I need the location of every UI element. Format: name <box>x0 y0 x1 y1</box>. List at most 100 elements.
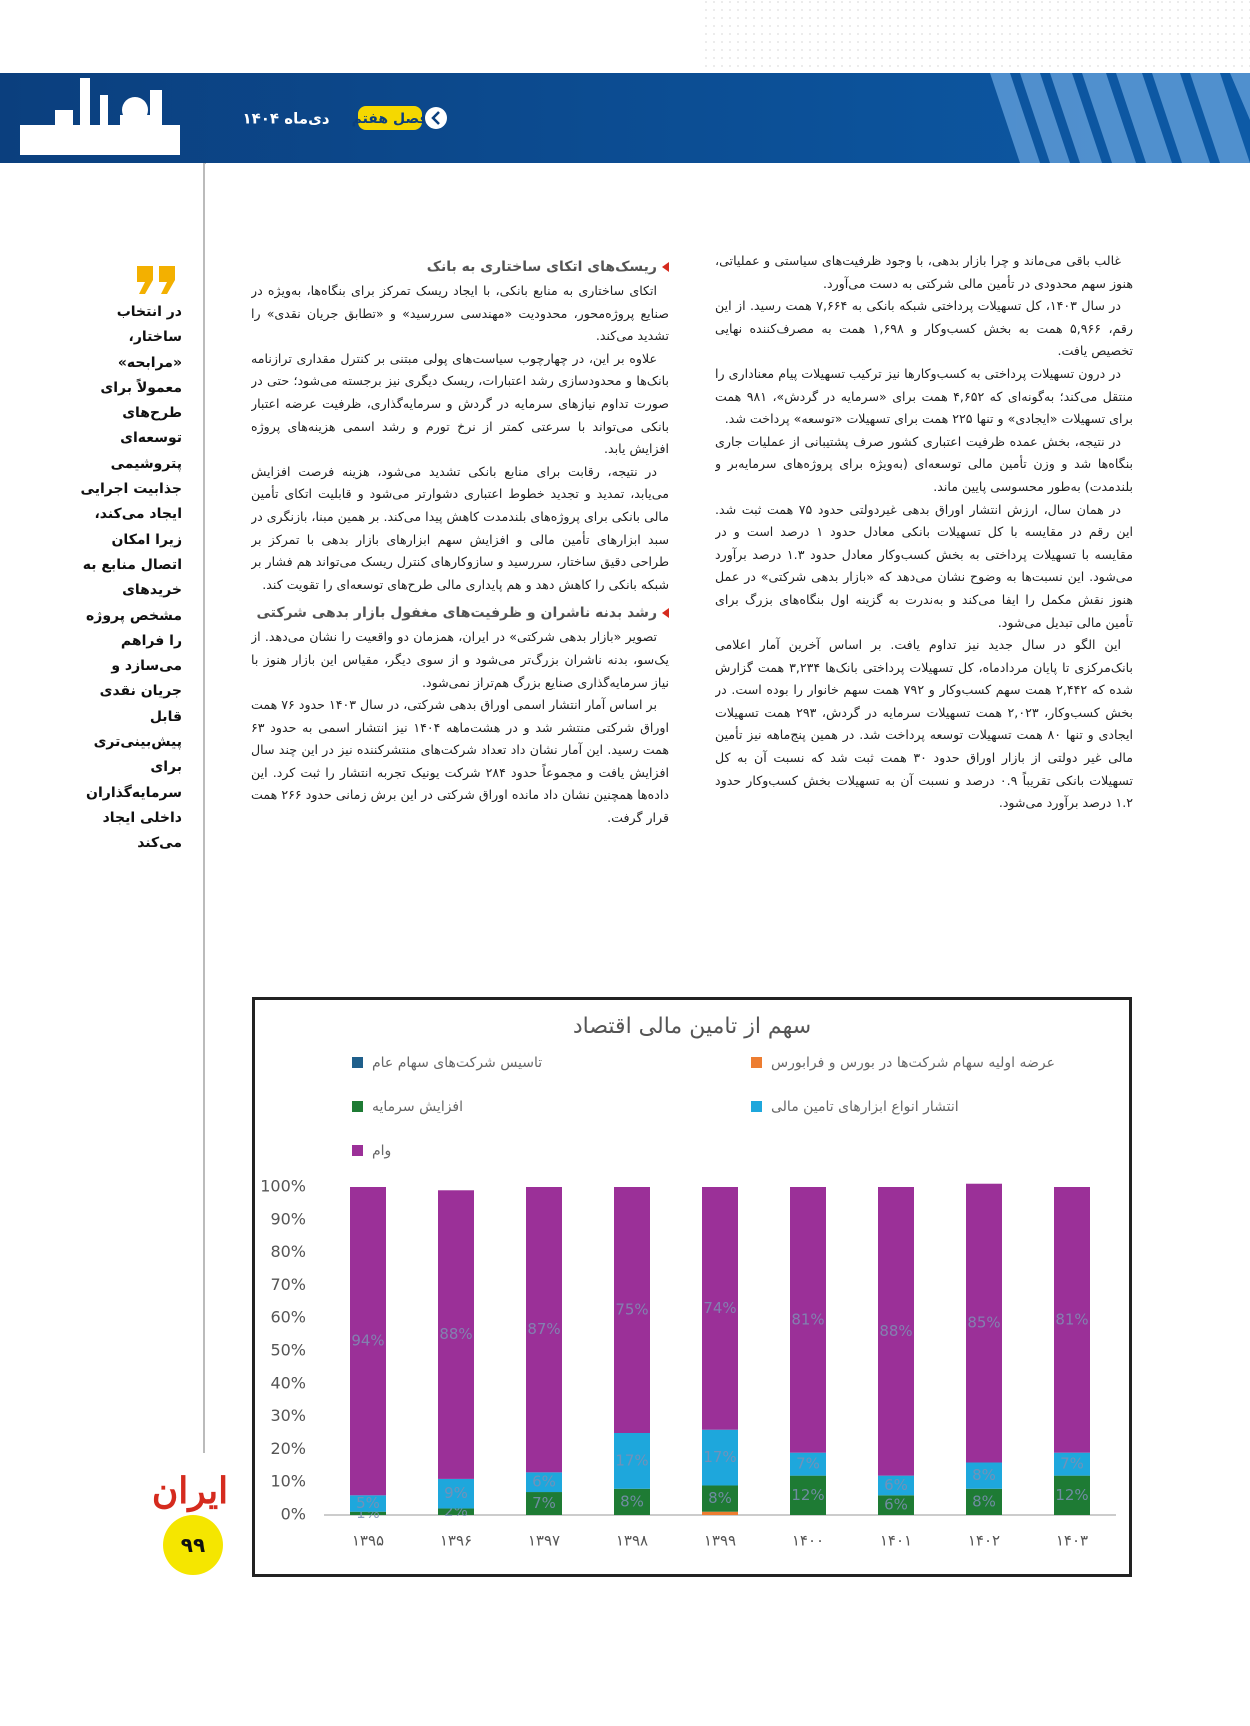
y-tick-label: 100% <box>260 1177 306 1196</box>
bar-segment <box>966 1462 1002 1489</box>
bar-segment <box>438 1190 474 1479</box>
y-tick-label: 80% <box>270 1242 306 1261</box>
x-tick-label: ۱۳۹۶ <box>440 1532 472 1550</box>
x-tick-label: ۱۳۹۸ <box>616 1532 648 1550</box>
legend-swatch <box>751 1057 762 1068</box>
data-label: 8% <box>972 1492 996 1510</box>
bar-segment <box>350 1495 386 1512</box>
legend-swatch <box>751 1101 762 1112</box>
data-label: 94% <box>351 1332 384 1350</box>
bar-segment <box>350 1511 386 1515</box>
data-label: 8% <box>708 1489 732 1507</box>
right-column: غالب باقی می‌ماند و چرا بازار بدهی، با و… <box>715 250 1133 990</box>
chevron <box>431 111 440 125</box>
x-tick-label: ۱۴۰۲ <box>968 1532 1000 1550</box>
x-tick-label: ۱۳۹۹ <box>704 1532 736 1550</box>
y-tick-label: 0% <box>281 1505 306 1524</box>
chevron-button <box>425 107 447 129</box>
x-tick-label: ۱۴۰۱ <box>880 1532 912 1550</box>
y-tick-label: 70% <box>270 1275 306 1294</box>
data-label: 17% <box>615 1451 648 1469</box>
data-label: 6% <box>884 1496 908 1514</box>
bar-segment <box>614 1488 650 1515</box>
data-label: 9% <box>444 1484 468 1502</box>
bar-segment <box>702 1485 738 1512</box>
bar-segment <box>438 1508 474 1515</box>
data-label: 81% <box>791 1310 824 1328</box>
bar-segment <box>614 1187 650 1433</box>
data-label: 12% <box>791 1486 824 1504</box>
section-pill <box>358 106 422 130</box>
chart: سهم از تامین مالی اقتصاد تاسیس شرکت‌های … <box>252 997 1132 1577</box>
data-label: 7% <box>532 1494 556 1512</box>
header-stripes <box>990 73 1250 163</box>
paragraph: بر اساس آمار انتشار اسمی اوراق بدهی شرکت… <box>251 697 669 826</box>
bar-segment <box>702 1511 738 1515</box>
bar-segment <box>966 1488 1002 1515</box>
bar-segment <box>438 1478 474 1509</box>
section-heading: رشد بدنه ناشران و ظرفیت‌های مغفول بازار … <box>251 602 669 624</box>
section-label: فصل هفتم <box>352 111 429 127</box>
paragraph: اتکای ساختاری به منابع بانکی، با ایجاد ر… <box>251 283 669 344</box>
y-tick-label: 50% <box>270 1341 306 1360</box>
bar-segment <box>350 1187 386 1496</box>
bar-segment <box>790 1187 826 1453</box>
data-label: 88% <box>439 1325 472 1343</box>
data-label: 5% <box>356 1494 380 1512</box>
page-number: ۹۹ <box>163 1515 223 1575</box>
x-tick-label: ۱۳۹۷ <box>528 1532 560 1550</box>
legend-swatch <box>352 1145 363 1156</box>
legend-swatch <box>352 1057 363 1068</box>
paragraph: در همان سال، ارزش انتشار اوراق بدهی غیرد… <box>715 501 1133 630</box>
bar-segment <box>1054 1475 1090 1515</box>
bar-segment <box>614 1433 650 1489</box>
bar-segment <box>878 1187 914 1476</box>
data-label: 75% <box>615 1301 648 1319</box>
paragraph: علاوه بر این، در چهارچوب سیاست‌های پولی … <box>251 350 669 457</box>
data-label: 74% <box>703 1299 736 1317</box>
x-tick-label: ۱۳۹۵ <box>352 1532 384 1550</box>
data-label: 8% <box>620 1492 644 1510</box>
y-tick-label: 10% <box>270 1472 306 1491</box>
data-label: 17% <box>703 1448 736 1466</box>
paragraph: در درون تسهیلات پرداختی به کسب‌وکارها نی… <box>715 365 1133 427</box>
data-label: 85% <box>967 1314 1000 1332</box>
logo: ایران <box>151 1470 229 1512</box>
data-label: 81% <box>1055 1310 1088 1328</box>
legend-label: عرضه اولیه سهام شرکت‌ها در بورس و فرابور… <box>771 1055 1055 1071</box>
sidebar-rule <box>203 163 205 1453</box>
bar-segment <box>526 1187 562 1473</box>
data-label: 87% <box>527 1320 560 1338</box>
paragraph: در نتیجه، رقابت برای منابع بانکی تشدید م… <box>251 463 669 592</box>
bar-segment <box>790 1452 826 1476</box>
skyline-icon <box>20 78 180 155</box>
y-tick-label: 60% <box>270 1308 306 1327</box>
paragraph: در نتیجه، بخش عمده ظرفیت اعتباری کشور صر… <box>715 433 1133 494</box>
data-label: 8% <box>972 1466 996 1484</box>
data-label: 88% <box>879 1322 912 1340</box>
pull-quote: در انتخاب ساختار، «مرابحه» معمولاً برای … <box>80 304 182 852</box>
legend-swatch <box>352 1101 363 1112</box>
y-tick-label: 30% <box>270 1406 306 1425</box>
header: دی‌ماه ۱۴۰۴ فصل هفتم <box>0 0 1250 164</box>
data-label: 7% <box>796 1455 820 1473</box>
bar-segment <box>702 1429 738 1486</box>
legend-label: تاسیس شرکت‌های سهام عام <box>372 1055 542 1071</box>
bar-segment <box>790 1475 826 1515</box>
paragraph: غالب باقی می‌ماند و چرا بازار بدهی، با و… <box>715 253 1133 291</box>
section-heading: ریسک‌های اتکای ساختاری به بانک <box>251 256 669 278</box>
data-label: 6% <box>884 1476 908 1494</box>
x-tick-label: ۱۴۰۰ <box>792 1532 824 1550</box>
legend-label: انتشار انواع ابزارهای تامین مالی <box>771 1099 959 1115</box>
legend-label: وام <box>372 1143 391 1159</box>
bar-segment <box>526 1472 562 1493</box>
header-pattern <box>700 0 1250 73</box>
y-tick-label: 40% <box>270 1373 306 1392</box>
bar-segment <box>878 1495 914 1515</box>
bar-segment <box>878 1475 914 1496</box>
data-label: 12% <box>1055 1486 1088 1504</box>
data-label: 6% <box>532 1473 556 1491</box>
bar-segment <box>966 1183 1002 1463</box>
bar-segment <box>526 1492 562 1515</box>
bar-segment <box>702 1187 738 1430</box>
